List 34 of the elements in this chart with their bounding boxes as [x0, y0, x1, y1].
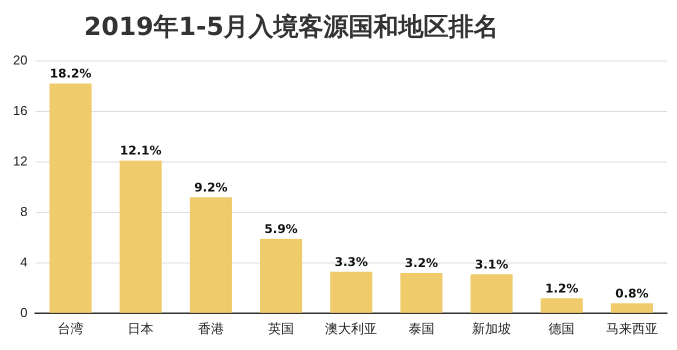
data-label: 1.2% — [545, 281, 578, 296]
data-label: 5.9% — [264, 222, 298, 236]
data-label: 3.2% — [404, 256, 438, 270]
x-tick-label: 新加坡 — [472, 320, 512, 336]
x-tick-label: 台湾 — [58, 320, 84, 336]
y-tick-label: 4 — [20, 254, 28, 270]
bar — [540, 298, 583, 313]
bar — [400, 272, 442, 313]
chart-title: 2019年1-5月入境客源国和地区排名 — [84, 11, 499, 43]
data-label: 0.8% — [615, 286, 649, 300]
bar — [260, 238, 302, 313]
y-tick-label: 16 — [12, 102, 28, 118]
data-label: 3.3% — [334, 254, 368, 269]
y-tick-label: 8 — [20, 204, 28, 219]
bar — [120, 160, 162, 313]
data-label: 12.1% — [120, 144, 162, 158]
bar — [49, 84, 92, 313]
x-tick-label: 英国 — [268, 320, 294, 336]
bar — [330, 272, 372, 313]
x-tick-label: 澳大利亚 — [325, 320, 378, 336]
bar — [610, 303, 653, 313]
x-tick-label: 泰国 — [408, 320, 434, 336]
bar — [190, 197, 232, 313]
x-tick-label: 日本 — [128, 320, 154, 336]
y-tick-label: 20 — [12, 52, 28, 68]
x-tick-label: 马来西亚 — [606, 320, 658, 336]
y-tick-label: 12 — [12, 153, 28, 168]
bar — [470, 274, 513, 313]
data-label: 9.2% — [194, 180, 228, 194]
x-tick-label: 香港 — [198, 320, 224, 336]
data-label: 18.2% — [50, 66, 92, 81]
data-label: 3.1% — [474, 257, 508, 272]
x-tick-label: 德国 — [548, 320, 575, 336]
y-tick-label: 0 — [20, 304, 28, 320]
